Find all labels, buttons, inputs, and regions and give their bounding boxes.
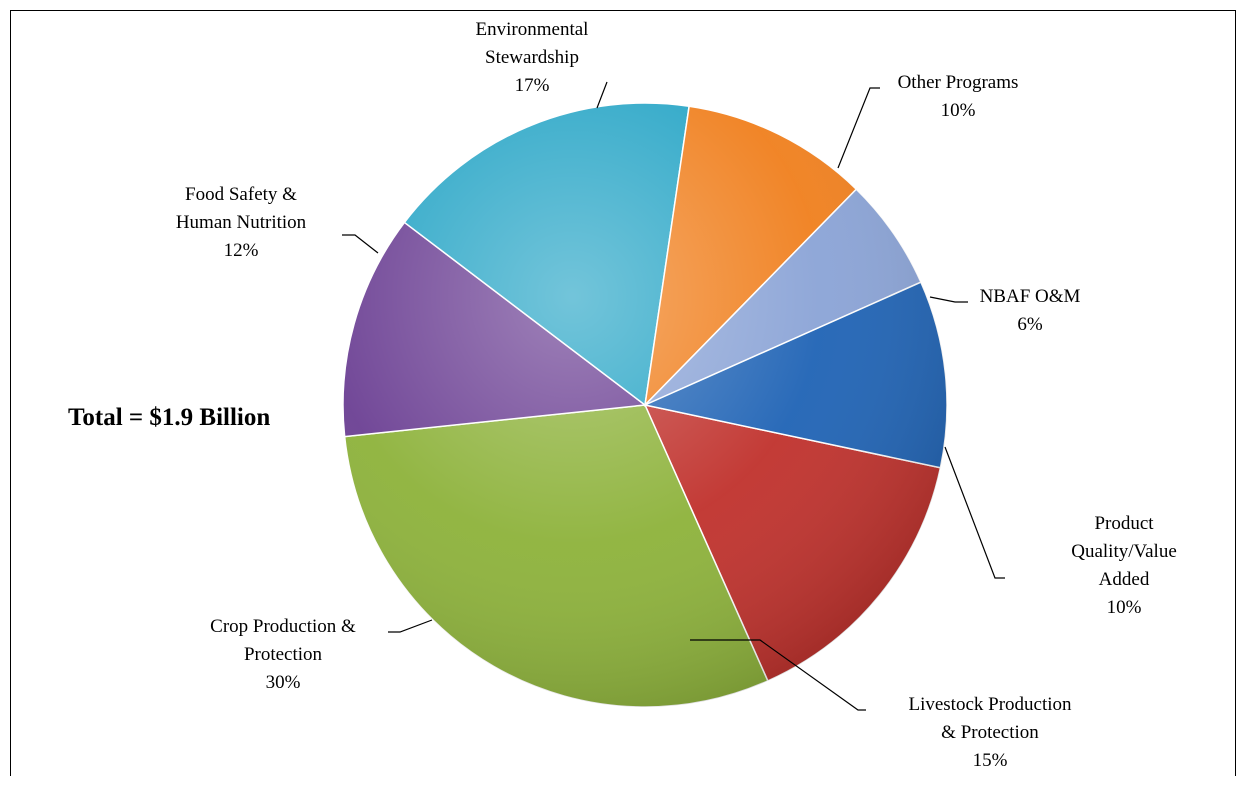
leader-line-3 bbox=[342, 234, 379, 254]
slice-labels: Livestock Production & Protection 15% Crop … bbox=[176, 19, 1177, 771]
slice-label-2: Crop Production & Protection 30% bbox=[210, 616, 356, 693]
pie-slices bbox=[342, 102, 948, 708]
total-annotation: Total = $1.9 Billion bbox=[68, 404, 270, 431]
slice-label-line: Other Programs bbox=[898, 72, 1019, 93]
slice-label-line: & Protection bbox=[941, 722, 1039, 743]
leader-lines bbox=[342, 81, 1005, 711]
slice-label-5: Other Programs 10% bbox=[898, 72, 1019, 121]
slice-label-line: Livestock Production bbox=[908, 694, 1072, 715]
leader-line-5 bbox=[837, 87, 880, 169]
slice-label-3: Food Safety & Human Nutrition 12% bbox=[176, 184, 307, 261]
slice-label-line: Stewardship bbox=[485, 47, 579, 68]
slice-percent: 30% bbox=[266, 672, 301, 693]
slice-label-line: Crop Production & bbox=[210, 616, 356, 637]
leader-line-6 bbox=[929, 296, 968, 303]
leader-line-4 bbox=[596, 81, 608, 109]
slice-percent: 12% bbox=[224, 240, 259, 261]
slice-label-line: Protection bbox=[244, 644, 323, 665]
slice-label-4: Environmental Stewardship 17% bbox=[476, 19, 589, 96]
slice-label-line: Quality/Value bbox=[1071, 541, 1177, 562]
slice-label-7: Product Quality/Value Added 10% bbox=[1071, 513, 1177, 618]
leader-line-7 bbox=[944, 446, 1005, 579]
slice-percent: 10% bbox=[1107, 597, 1142, 618]
slice-label-6: NBAF O&M 6% bbox=[980, 286, 1081, 335]
leader-line-1 bbox=[690, 639, 866, 711]
slice-percent: 17% bbox=[515, 75, 550, 96]
slice-percent: 6% bbox=[1017, 314, 1043, 335]
slice-label-line: Environmental bbox=[476, 19, 589, 40]
slice-label-line: Human Nutrition bbox=[176, 212, 307, 233]
slice-label-line: Food Safety & bbox=[185, 184, 297, 205]
slice-label-line: Product bbox=[1094, 513, 1154, 534]
leader-line-2 bbox=[388, 619, 433, 633]
slice-percent: 15% bbox=[973, 750, 1008, 771]
slice-percent: 10% bbox=[941, 100, 976, 121]
slice-label-line: NBAF O&M bbox=[980, 286, 1081, 307]
slice-label-1: Livestock Production & Protection 15% bbox=[908, 694, 1072, 771]
slice-label-line: Added bbox=[1099, 569, 1150, 590]
